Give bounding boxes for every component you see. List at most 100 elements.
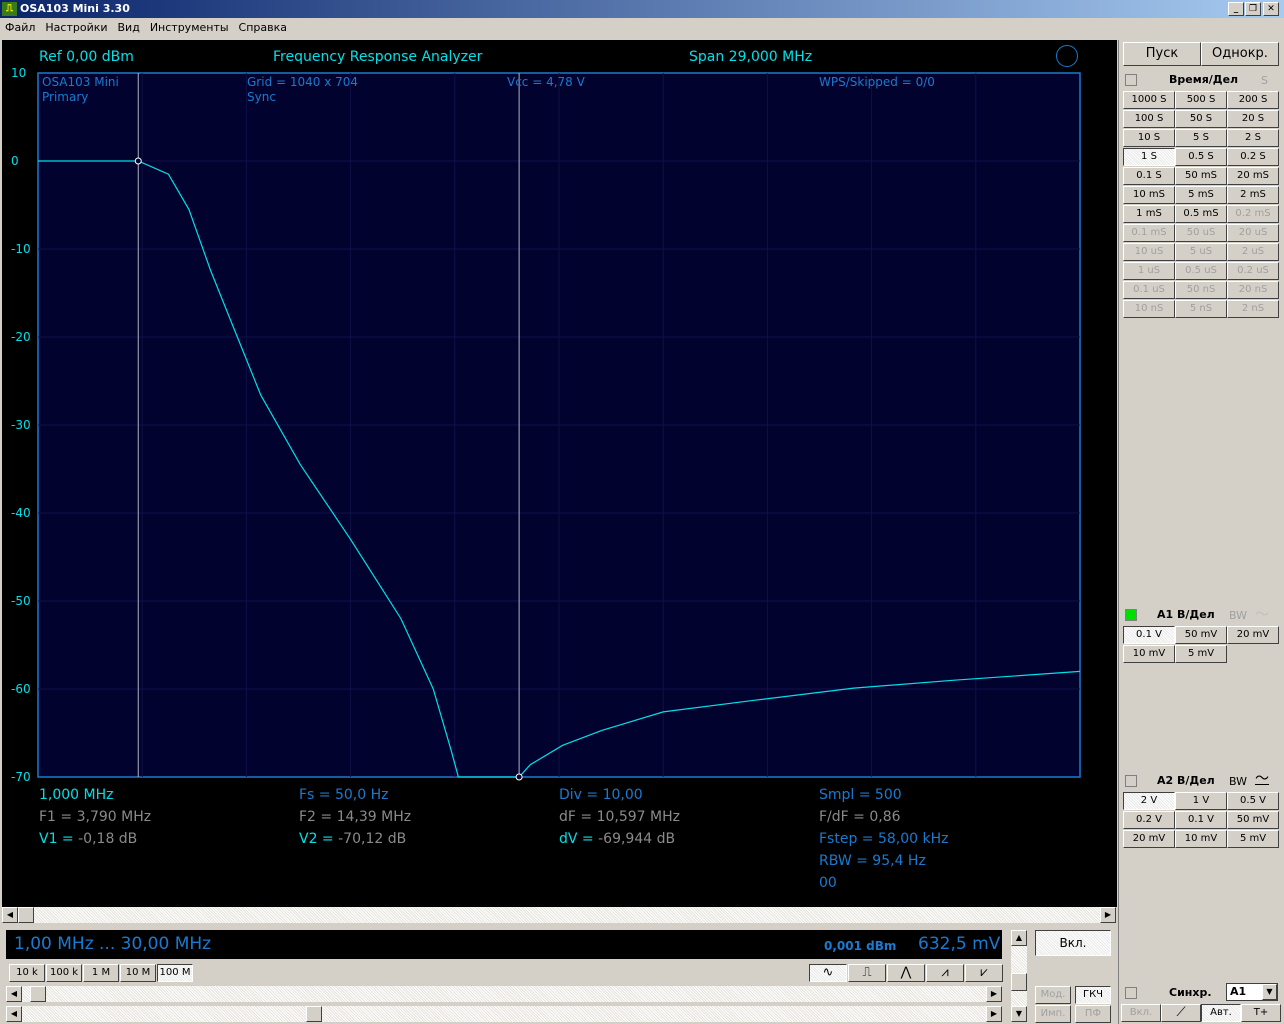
time-div-button[interactable]: 50 mS — [1175, 167, 1227, 185]
time-div-button[interactable]: 5 nS — [1175, 300, 1227, 318]
range-button[interactable]: 1 M — [83, 964, 119, 982]
a1-scale-button[interactable]: 20 mV — [1227, 626, 1279, 644]
time-div-button[interactable]: 1000 S — [1123, 91, 1175, 109]
trigger-edge-icon[interactable]: ⟋ — [1161, 1004, 1201, 1022]
trigger-plus-button[interactable]: T+ — [1241, 1004, 1281, 1022]
close-button[interactable]: ✕ — [1263, 2, 1279, 16]
a2-scale-button[interactable]: 0.2 V — [1123, 811, 1175, 829]
time-div-button[interactable]: 0.5 mS — [1175, 205, 1227, 223]
time-div-button[interactable]: 20 S — [1227, 110, 1279, 128]
mod-button[interactable]: Мод. — [1035, 986, 1071, 1004]
a2-bw-filter-icon[interactable]: 〜 — [1255, 771, 1269, 787]
chevron-down-icon[interactable]: ▼ — [1262, 984, 1277, 1000]
sine-wave-icon[interactable]: ∿ — [809, 964, 847, 982]
square-wave-icon[interactable]: ⎍ — [848, 964, 886, 982]
time-div-button[interactable]: 2 S — [1227, 129, 1279, 147]
vertical-scroll-thumb[interactable] — [1011, 973, 1027, 991]
time-div-button[interactable]: 5 uS — [1175, 243, 1227, 261]
a1-scale-button[interactable]: 0.1 V — [1123, 626, 1175, 644]
scroll-right-button[interactable]: ▶ — [1100, 907, 1116, 923]
level-scroll-left[interactable]: ◀ — [6, 1006, 22, 1022]
time-div-button[interactable]: 20 uS — [1227, 224, 1279, 242]
maximize-button[interactable]: ❐ — [1245, 2, 1261, 16]
a1-scale-button[interactable]: 5 mV — [1175, 645, 1227, 663]
sync-checkbox[interactable] — [1125, 987, 1137, 999]
range-button[interactable]: 10 M — [120, 964, 156, 982]
menu-settings[interactable]: Настройки — [45, 21, 108, 34]
a2-scale-button[interactable]: 0.1 V — [1175, 811, 1227, 829]
a2-enable-checkbox[interactable] — [1125, 775, 1137, 787]
level-slider[interactable] — [22, 1006, 986, 1022]
time-div-button[interactable]: 0.1 S — [1123, 167, 1175, 185]
a1-scale-button[interactable]: 10 mV — [1123, 645, 1175, 663]
time-div-button[interactable]: 1 mS — [1123, 205, 1175, 223]
level-scroll-right[interactable]: ▶ — [986, 1006, 1002, 1022]
time-div-button[interactable]: 10 uS — [1123, 243, 1175, 261]
time-div-button[interactable]: 0.1 mS — [1123, 224, 1175, 242]
time-div-button[interactable]: 5 S — [1175, 129, 1227, 147]
sync-source-select[interactable]: A1 ▼ — [1226, 983, 1278, 1001]
a1-enable-checkbox[interactable] — [1125, 609, 1137, 621]
freq-scroll-right[interactable]: ▶ — [986, 986, 1002, 1002]
triangle-wave-icon[interactable]: ⋀ — [887, 964, 925, 982]
time-div-button[interactable]: 10 mS — [1123, 186, 1175, 204]
time-div-button[interactable]: 1 S — [1123, 148, 1175, 166]
single-button[interactable]: Однокр. — [1201, 42, 1279, 66]
time-div-button[interactable]: 0.2 uS — [1227, 262, 1279, 280]
pf-button[interactable]: ПФ — [1075, 1005, 1111, 1023]
vscroll-down[interactable]: ▼ — [1011, 1006, 1027, 1022]
time-div-button[interactable]: 200 S — [1227, 91, 1279, 109]
time-div-button[interactable]: 2 uS — [1227, 243, 1279, 261]
a1-bw-label[interactable]: BW — [1229, 609, 1248, 622]
frequency-slider-thumb[interactable] — [30, 986, 46, 1002]
freq-scroll-left[interactable]: ◀ — [6, 986, 22, 1002]
range-button[interactable]: 10 k — [9, 964, 45, 982]
sync-on-button[interactable]: Вкл. — [1121, 1004, 1161, 1022]
time-div-button[interactable]: 500 S — [1175, 91, 1227, 109]
time-div-button[interactable]: 20 mS — [1227, 167, 1279, 185]
start-button[interactable]: Пуск — [1123, 42, 1201, 66]
a2-scale-button[interactable]: 1 V — [1175, 792, 1227, 810]
scope-scroll-thumb[interactable] — [18, 907, 34, 923]
menu-view[interactable]: Вид — [117, 21, 140, 34]
time-div-button[interactable]: 0.5 S — [1175, 148, 1227, 166]
level-slider-thumb[interactable] — [306, 1006, 322, 1022]
minimize-button[interactable]: _ — [1228, 2, 1244, 16]
frequency-slider[interactable] — [22, 986, 986, 1002]
sync-auto-button[interactable]: Авт. — [1201, 1004, 1241, 1022]
range-button[interactable]: 100 k — [46, 964, 82, 982]
menu-help[interactable]: Справка — [238, 21, 288, 34]
scope-scrollbar[interactable] — [18, 907, 1100, 923]
sweep-gen-button[interactable]: ГКЧ — [1075, 986, 1111, 1004]
saw-down-wave-icon[interactable]: ⩗ — [965, 964, 1003, 982]
time-div-button[interactable]: 2 nS — [1227, 300, 1279, 318]
time-div-button[interactable]: 0.2 S — [1227, 148, 1279, 166]
scroll-left-button[interactable]: ◀ — [2, 907, 18, 923]
time-div-button[interactable]: 0.2 mS — [1227, 205, 1279, 223]
a2-bw-label[interactable]: BW — [1229, 775, 1248, 788]
time-div-button[interactable]: 50 nS — [1175, 281, 1227, 299]
a2-scale-button[interactable]: 20 mV — [1123, 830, 1175, 848]
menu-file[interactable]: Файл — [5, 21, 36, 34]
a2-scale-button[interactable]: 10 mV — [1175, 830, 1227, 848]
time-div-button[interactable]: 1 uS — [1123, 262, 1175, 280]
a2-scale-button[interactable]: 0.5 V — [1227, 792, 1279, 810]
time-div-button[interactable]: 0.5 uS — [1175, 262, 1227, 280]
saw-up-wave-icon[interactable]: ⩘ — [926, 964, 964, 982]
vscroll-up[interactable]: ▲ — [1011, 930, 1027, 946]
time-div-button[interactable]: 10 nS — [1123, 300, 1175, 318]
a2-scale-button[interactable]: 50 mV — [1227, 811, 1279, 829]
a1-bw-filter-icon[interactable]: 〜 — [1255, 607, 1269, 623]
time-div-button[interactable]: 50 S — [1175, 110, 1227, 128]
menu-tools[interactable]: Инструменты — [149, 21, 229, 34]
time-div-button[interactable]: 100 S — [1123, 110, 1175, 128]
time-div-button[interactable]: 10 S — [1123, 129, 1175, 147]
pulse-button[interactable]: Имп. — [1035, 1005, 1071, 1023]
time-checkbox[interactable] — [1125, 74, 1137, 86]
time-div-button[interactable]: 2 mS — [1227, 186, 1279, 204]
time-div-button[interactable]: 20 nS — [1227, 281, 1279, 299]
a1-scale-button[interactable]: 50 mV — [1175, 626, 1227, 644]
generator-on-button[interactable]: Вкл. — [1035, 930, 1111, 956]
time-div-button[interactable]: 5 mS — [1175, 186, 1227, 204]
time-div-button[interactable]: 0.1 uS — [1123, 281, 1175, 299]
